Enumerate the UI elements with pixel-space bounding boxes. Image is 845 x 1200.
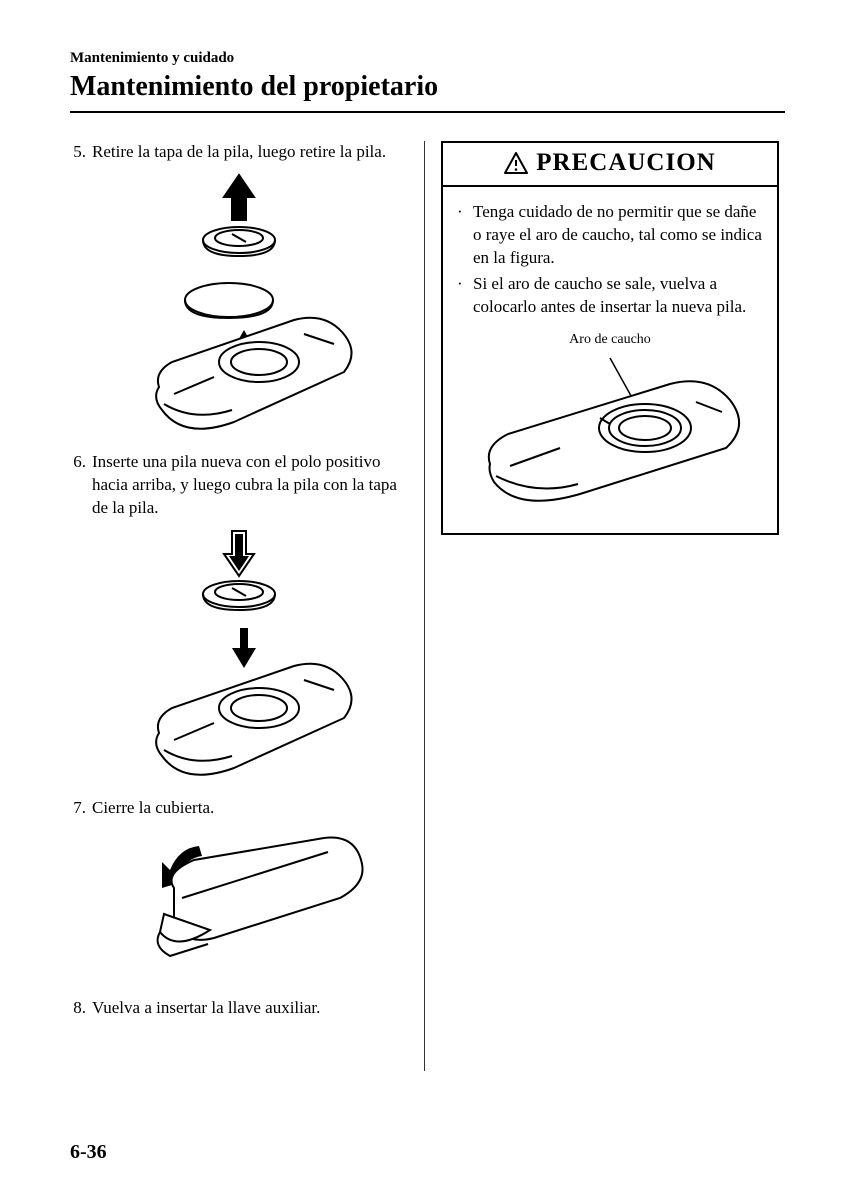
rubber-ring-illustration: [460, 354, 760, 504]
rubber-ring-label: Aro de caucho: [457, 331, 763, 350]
caution-text: Si el aro de caucho se sale, vuelva a co…: [473, 273, 763, 319]
column-divider: [424, 141, 425, 1071]
step-7: 7. Cierre la cubierta.: [70, 797, 408, 820]
step-5: 5. Retire la tapa de la pila, luego reti…: [70, 141, 408, 164]
caution-body: · Tenga cuidado de no permitir que se da…: [443, 187, 777, 533]
step-text: Vuelva a insertar la llave auxiliar.: [92, 997, 408, 1020]
bullet: ·: [457, 201, 473, 270]
step-number: 7.: [70, 797, 92, 820]
battery-removal-illustration: [104, 172, 374, 432]
step-text: Retire la tapa de la pila, luego retire …: [92, 141, 408, 164]
figure-rubber-ring: [457, 354, 763, 511]
header-rule: [70, 111, 785, 113]
caution-item: · Si el aro de caucho se sale, vuelva a …: [457, 273, 763, 319]
step-number: 5.: [70, 141, 92, 164]
step-text: Inserte una pila nueva con el polo posit…: [92, 451, 408, 520]
figure-step-6: [70, 528, 408, 783]
figure-step-7: [70, 828, 408, 983]
section-label: Mantenimiento y cuidado: [70, 50, 785, 67]
two-column-layout: 5. Retire la tapa de la pila, luego reti…: [70, 141, 785, 1071]
page-title: Mantenimiento del propietario: [70, 71, 785, 103]
caution-box: PRECAUCION · Tenga cuidado de no permiti…: [441, 141, 779, 535]
caution-title-text: PRECAUCION: [536, 149, 715, 177]
step-number: 8.: [70, 997, 92, 1020]
bullet: ·: [457, 273, 473, 319]
right-column: PRECAUCION · Tenga cuidado de no permiti…: [429, 141, 779, 1071]
page-number: 6-36: [70, 1141, 107, 1164]
caution-item: · Tenga cuidado de no permitir que se da…: [457, 201, 763, 270]
step-number: 6.: [70, 451, 92, 520]
caution-text: Tenga cuidado de no permitir que se dañe…: [473, 201, 763, 270]
warning-triangle-icon: [504, 152, 528, 174]
manual-page: Mantenimiento y cuidado Mantenimiento de…: [0, 0, 845, 1200]
step-text: Cierre la cubierta.: [92, 797, 408, 820]
close-cover-illustration: [104, 828, 374, 978]
step-8: 8. Vuelva a insertar la llave auxiliar.: [70, 997, 408, 1020]
battery-insertion-illustration: [104, 528, 374, 778]
figure-step-5: [70, 172, 408, 437]
left-column: 5. Retire la tapa de la pila, luego reti…: [70, 141, 420, 1071]
caution-header: PRECAUCION: [443, 143, 777, 187]
step-6: 6. Inserte una pila nueva con el polo po…: [70, 451, 408, 520]
